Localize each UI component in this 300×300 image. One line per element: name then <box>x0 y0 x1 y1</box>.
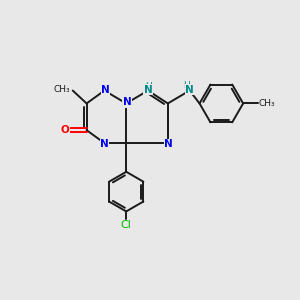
Text: N: N <box>144 85 152 94</box>
Text: CH₃: CH₃ <box>259 99 276 108</box>
Text: N: N <box>100 139 109 149</box>
Text: H: H <box>183 81 190 90</box>
Text: O: O <box>60 125 69 135</box>
Text: CH₃: CH₃ <box>53 85 70 94</box>
Text: H: H <box>145 82 152 91</box>
Text: N: N <box>185 85 194 94</box>
Text: N: N <box>164 139 173 149</box>
Text: Cl: Cl <box>121 220 132 230</box>
Text: N: N <box>123 98 132 107</box>
Text: N: N <box>101 85 110 94</box>
